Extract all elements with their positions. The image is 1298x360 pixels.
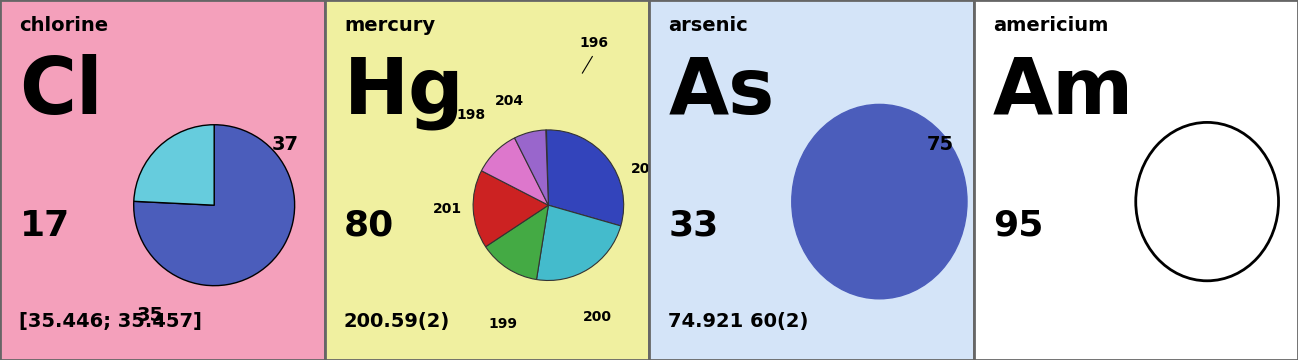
Text: As: As <box>668 54 775 130</box>
Text: arsenic: arsenic <box>668 16 748 35</box>
Text: 198: 198 <box>456 108 485 122</box>
Text: Cl: Cl <box>19 54 103 130</box>
Text: 201: 201 <box>434 202 462 216</box>
Text: Am: Am <box>993 54 1134 130</box>
Text: chlorine: chlorine <box>19 16 109 35</box>
Circle shape <box>792 104 967 299</box>
Text: 95: 95 <box>993 209 1044 243</box>
Text: 199: 199 <box>488 317 518 331</box>
Text: 200.59(2): 200.59(2) <box>344 312 450 331</box>
Text: 37: 37 <box>271 135 299 153</box>
Text: 202: 202 <box>631 162 661 176</box>
Text: 200: 200 <box>583 310 611 324</box>
Text: 35: 35 <box>136 306 164 325</box>
Text: 80: 80 <box>344 209 395 243</box>
Text: 33: 33 <box>668 209 719 243</box>
Text: americium: americium <box>993 16 1108 35</box>
Text: 74.921 60(2): 74.921 60(2) <box>668 312 809 331</box>
Text: [35.446; 35.457]: [35.446; 35.457] <box>19 312 202 331</box>
Text: 204: 204 <box>495 94 524 108</box>
Text: 17: 17 <box>19 209 70 243</box>
Text: mercury: mercury <box>344 16 435 35</box>
Text: 75: 75 <box>927 135 954 153</box>
Text: 196: 196 <box>579 36 609 50</box>
Text: Hg: Hg <box>344 54 465 130</box>
